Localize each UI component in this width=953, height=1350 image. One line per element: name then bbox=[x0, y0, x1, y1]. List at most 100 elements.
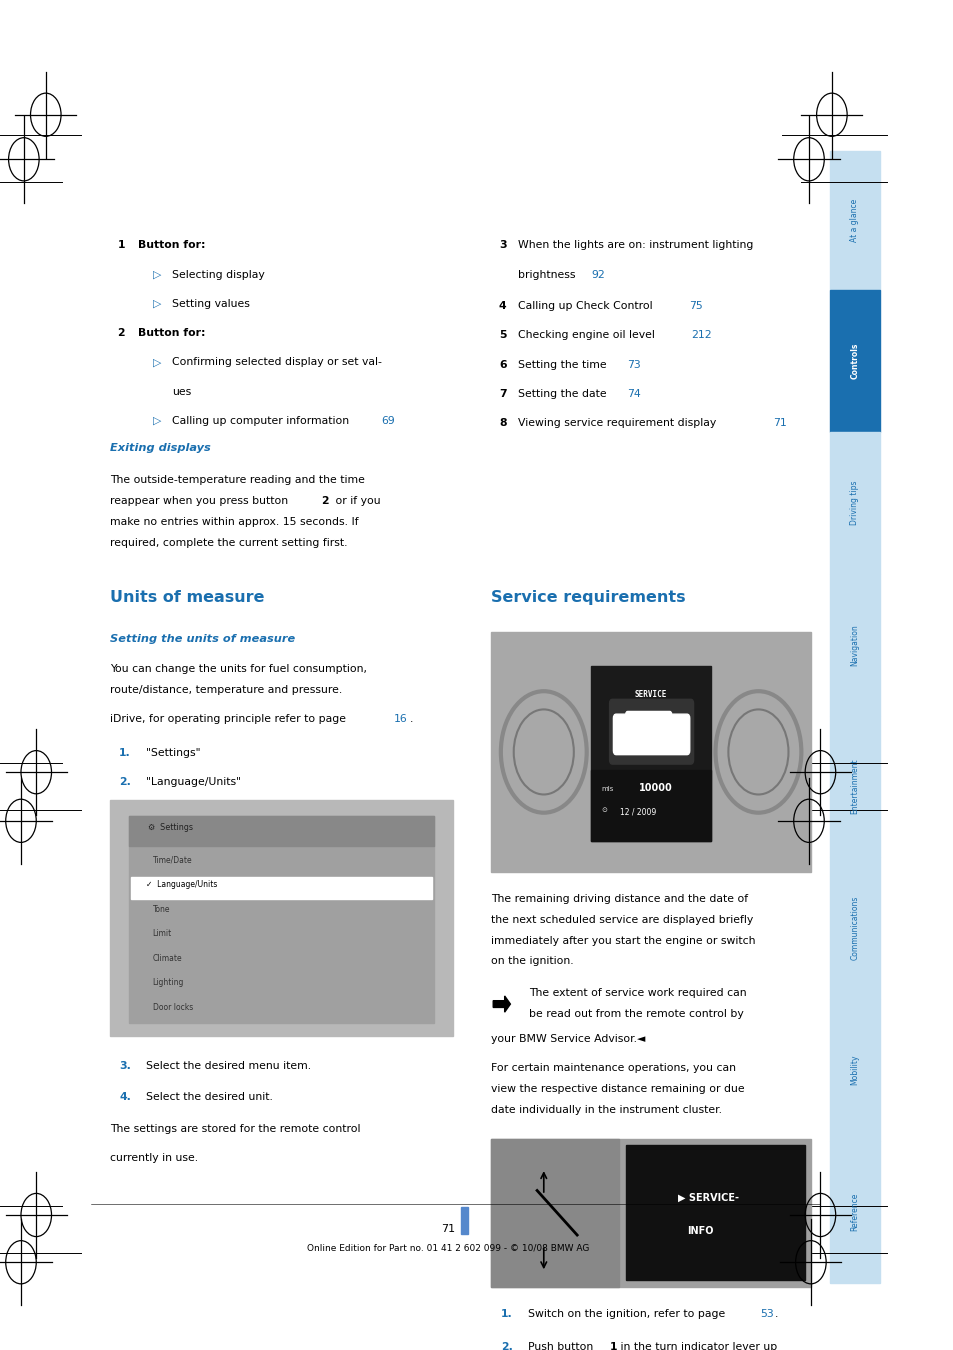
Text: 8: 8 bbox=[498, 418, 506, 428]
Text: Limit: Limit bbox=[152, 929, 172, 938]
Bar bbox=[591, 666, 710, 841]
Text: 3: 3 bbox=[498, 240, 506, 250]
Text: The remaining driving distance and the date of: The remaining driving distance and the d… bbox=[491, 894, 748, 903]
Bar bbox=[829, 151, 879, 290]
Text: The settings are stored for the remote control: The settings are stored for the remote c… bbox=[110, 1123, 360, 1134]
Text: Setting the date: Setting the date bbox=[517, 389, 606, 398]
Text: Selecting display: Selecting display bbox=[172, 270, 264, 279]
Text: 6: 6 bbox=[498, 359, 506, 370]
Text: ▷: ▷ bbox=[152, 270, 161, 279]
Text: Tone: Tone bbox=[152, 904, 170, 914]
Text: required, complete the current setting first.: required, complete the current setting f… bbox=[110, 537, 347, 548]
Text: ▶ SERVICE-: ▶ SERVICE- bbox=[678, 1192, 739, 1203]
Text: ▷: ▷ bbox=[152, 358, 161, 367]
Text: The outside-temperature reading and the time: The outside-temperature reading and the … bbox=[110, 475, 364, 485]
Text: INFO: INFO bbox=[687, 1226, 713, 1237]
Text: 2: 2 bbox=[321, 495, 329, 506]
Text: 4.: 4. bbox=[119, 1092, 131, 1102]
Text: Units of measure: Units of measure bbox=[110, 590, 264, 605]
Text: Setting values: Setting values bbox=[172, 298, 250, 309]
Bar bbox=[131, 878, 432, 899]
Text: Calling up computer information: Calling up computer information bbox=[172, 416, 349, 427]
Text: Navigation: Navigation bbox=[849, 624, 859, 666]
Bar bbox=[110, 801, 453, 1037]
Text: ▷: ▷ bbox=[152, 298, 161, 309]
Text: The extent of service work required can: The extent of service work required can bbox=[529, 988, 746, 998]
Text: 1.: 1. bbox=[500, 1308, 512, 1319]
Text: Button for:: Button for: bbox=[138, 240, 206, 250]
Text: 92: 92 bbox=[591, 270, 604, 279]
Text: You can change the units for fuel consumption,: You can change the units for fuel consum… bbox=[110, 664, 366, 674]
Bar bbox=[491, 1138, 810, 1287]
FancyBboxPatch shape bbox=[625, 711, 671, 744]
Text: Climate: Climate bbox=[152, 953, 182, 963]
Text: route/distance, temperature and pressure.: route/distance, temperature and pressure… bbox=[110, 684, 341, 695]
Text: Button for:: Button for: bbox=[138, 328, 206, 339]
Text: Door locks: Door locks bbox=[152, 1003, 193, 1011]
Bar bbox=[829, 999, 879, 1141]
Text: 75: 75 bbox=[688, 301, 701, 310]
Text: date individually in the instrument cluster.: date individually in the instrument clus… bbox=[491, 1106, 721, 1115]
Text: When the lights are on: instrument lighting: When the lights are on: instrument light… bbox=[517, 240, 753, 250]
Text: 5: 5 bbox=[498, 331, 506, 340]
Text: 69: 69 bbox=[381, 416, 395, 427]
Bar bbox=[829, 432, 879, 574]
Text: reappear when you press button: reappear when you press button bbox=[110, 495, 291, 506]
Text: Online Edition for Part no. 01 41 2 602 099 - © 10/08 BMW AG: Online Edition for Part no. 01 41 2 602 … bbox=[307, 1243, 589, 1253]
FancyArrow shape bbox=[493, 996, 510, 1012]
Text: Confirming selected display or set val-: Confirming selected display or set val- bbox=[172, 358, 381, 367]
Text: At a glance: At a glance bbox=[849, 198, 859, 243]
Text: Select the desired unit.: Select the desired unit. bbox=[146, 1092, 273, 1102]
Text: Entertainment: Entertainment bbox=[849, 759, 859, 814]
Bar bbox=[625, 1145, 803, 1280]
FancyBboxPatch shape bbox=[613, 714, 689, 755]
Text: brightness: brightness bbox=[517, 270, 575, 279]
FancyBboxPatch shape bbox=[609, 699, 693, 764]
Text: Service requirements: Service requirements bbox=[491, 590, 685, 605]
Bar bbox=[829, 1141, 879, 1282]
Bar bbox=[829, 857, 879, 999]
Text: 2.: 2. bbox=[119, 778, 131, 787]
Text: mls: mls bbox=[600, 786, 613, 791]
Text: Viewing service requirement display: Viewing service requirement display bbox=[517, 418, 716, 428]
Text: Setting the units of measure: Setting the units of measure bbox=[110, 634, 294, 644]
Text: 10000: 10000 bbox=[639, 783, 672, 792]
Text: 74: 74 bbox=[626, 389, 639, 398]
Bar bbox=[491, 1138, 618, 1287]
Text: 16: 16 bbox=[394, 714, 407, 725]
Text: Driving tips: Driving tips bbox=[849, 481, 859, 525]
Text: Select the desired menu item.: Select the desired menu item. bbox=[146, 1061, 311, 1071]
Text: ues: ues bbox=[172, 386, 191, 397]
Text: ✓  Language/Units: ✓ Language/Units bbox=[146, 880, 217, 890]
Text: the next scheduled service are displayed briefly: the next scheduled service are displayed… bbox=[491, 915, 753, 925]
Text: or if you: or if you bbox=[332, 495, 380, 506]
Text: For certain maintenance operations, you can: For certain maintenance operations, you … bbox=[491, 1064, 736, 1073]
Text: Switch on the ignition, refer to page: Switch on the ignition, refer to page bbox=[527, 1308, 727, 1319]
Text: Reference: Reference bbox=[849, 1192, 859, 1231]
Text: 71: 71 bbox=[772, 418, 785, 428]
Text: currently in use.: currently in use. bbox=[110, 1153, 197, 1162]
Text: 4: 4 bbox=[498, 301, 506, 310]
Text: Push button: Push button bbox=[527, 1342, 596, 1350]
Text: "Settings": "Settings" bbox=[146, 748, 200, 757]
Text: 12 / 2009: 12 / 2009 bbox=[619, 807, 656, 817]
Text: Lighting: Lighting bbox=[152, 977, 184, 987]
Text: 1: 1 bbox=[609, 1342, 617, 1350]
Text: 71: 71 bbox=[441, 1224, 455, 1234]
Text: iDrive, for operating principle refer to page: iDrive, for operating principle refer to… bbox=[110, 714, 349, 725]
Text: Checking engine oil level: Checking engine oil level bbox=[517, 331, 654, 340]
Text: 73: 73 bbox=[626, 359, 639, 370]
Text: .: . bbox=[774, 1308, 778, 1319]
Text: Communications: Communications bbox=[849, 896, 859, 960]
Bar bbox=[829, 716, 879, 857]
Text: immediately after you start the engine or switch: immediately after you start the engine o… bbox=[491, 936, 755, 945]
Text: your BMW Service Advisor.◄: your BMW Service Advisor.◄ bbox=[491, 1034, 645, 1044]
Text: view the respective distance remaining or due: view the respective distance remaining o… bbox=[491, 1084, 744, 1094]
Text: on the ignition.: on the ignition. bbox=[491, 956, 574, 967]
Text: "Language/Units": "Language/Units" bbox=[146, 778, 241, 787]
Bar bbox=[829, 290, 879, 432]
Text: Calling up Check Control: Calling up Check Control bbox=[517, 301, 652, 310]
Bar bbox=[460, 1207, 468, 1234]
Text: Controls: Controls bbox=[849, 343, 859, 379]
Text: Setting the time: Setting the time bbox=[517, 359, 606, 370]
